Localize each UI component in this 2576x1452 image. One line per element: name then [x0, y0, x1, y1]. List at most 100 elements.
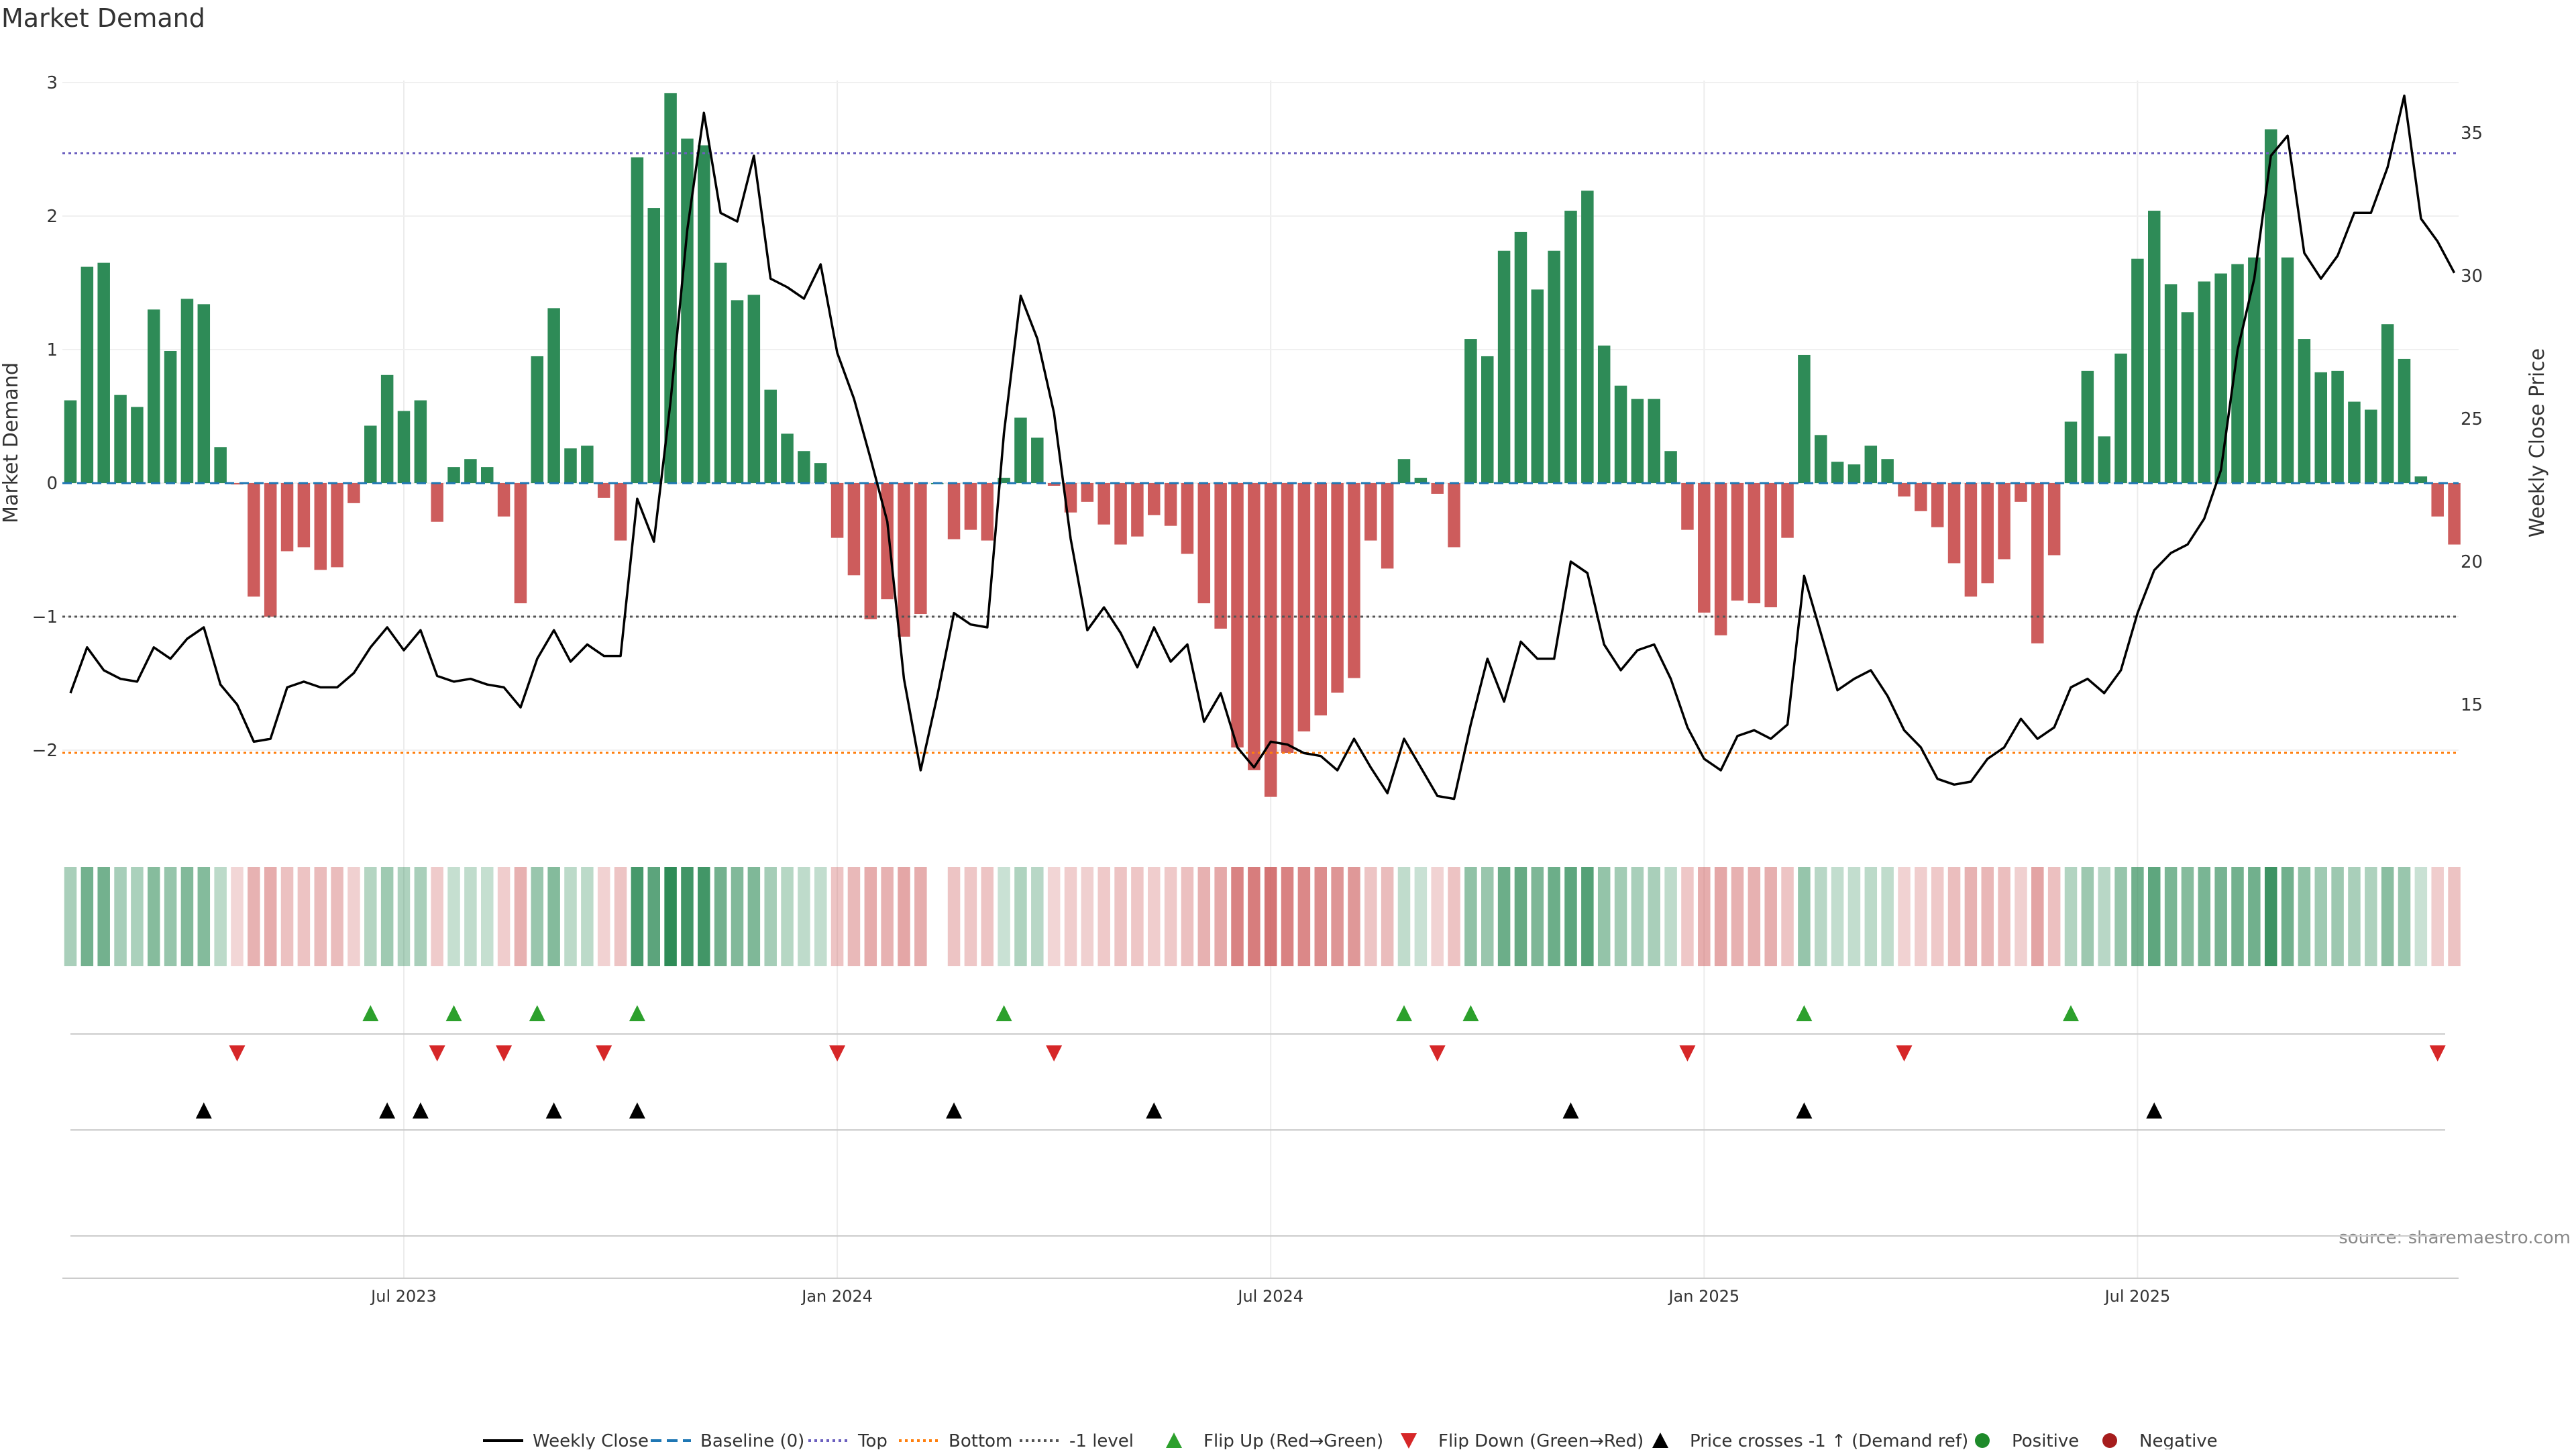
demand-bar [1815, 435, 1827, 483]
heat-strip-cell [114, 867, 127, 966]
heat-strip-cell [1847, 867, 1861, 966]
price-cross-marker [1146, 1102, 1163, 1119]
demand-bar [830, 483, 844, 538]
demand-bar [1348, 483, 1360, 678]
price-cross-marker [946, 1102, 963, 1119]
demand-bar [231, 483, 244, 484]
demand-bar [1364, 483, 1377, 541]
demand-bar [1915, 483, 1927, 511]
y-tick-label-right: 25 [2461, 409, 2483, 429]
legend-label: Baseline (0) [700, 1431, 804, 1449]
heat-strip-cell [764, 867, 777, 966]
demand-bar [197, 304, 211, 483]
demand-bar [2231, 264, 2244, 483]
flip-up-marker [1396, 1005, 1412, 1021]
heat-strip-cell [331, 867, 343, 966]
demand-heat-strip [64, 867, 2461, 966]
heat-strip-cell [2414, 867, 2428, 966]
heat-strip-cell [2231, 867, 2244, 966]
heat-strip-cell [1564, 867, 1577, 966]
grid-lines [62, 81, 2459, 1278]
demand-bar [547, 308, 560, 483]
demand-bar [264, 483, 277, 617]
demand-bar [1464, 339, 1477, 483]
heat-strip-cell [1448, 867, 1460, 966]
heat-strip-cell [1164, 867, 1177, 966]
heat-strip-cell [2081, 867, 2094, 966]
flip-up-marker [1796, 1005, 1813, 1021]
flip-down-marker [496, 1045, 513, 1061]
price-cross-marker [545, 1102, 562, 1119]
heat-strip-cell [264, 867, 277, 966]
demand-bar [1414, 478, 1428, 483]
demand-bar [914, 483, 927, 615]
legend-label: Price crosses -1 ↑ (Demand ref) [1690, 1431, 1968, 1449]
demand-bar [97, 262, 110, 483]
demand-bar [2198, 281, 2211, 483]
heat-strip-cell [1031, 867, 1044, 966]
heat-strip-cell [1597, 867, 1611, 966]
heat-strip-cell [1964, 867, 1978, 966]
demand-bar [864, 483, 877, 619]
heat-strip-cell [231, 867, 244, 966]
x-tick-label: Jul 2024 [1236, 1287, 1303, 1306]
heat-strip-cell [397, 867, 411, 966]
demand-bar [2164, 284, 2178, 483]
heat-strip-cell [1931, 867, 1944, 966]
demand-bar [2331, 370, 2344, 483]
heat-strip-cell [1197, 867, 1211, 966]
heat-strip-cell [1781, 867, 1794, 966]
price-cross-marker [195, 1102, 212, 1119]
y-tick-label-left: 0 [46, 474, 58, 494]
heat-strip-cell [1648, 867, 1660, 966]
demand-bar [464, 459, 477, 483]
demand-bar [2148, 211, 2161, 483]
heat-strip-cell [531, 867, 544, 966]
demand-bar [2365, 409, 2377, 483]
demand-bar [481, 467, 494, 483]
demand-bar [1648, 399, 1660, 483]
demand-bar [1748, 483, 1761, 604]
demand-bar [1014, 417, 1027, 483]
demand-bar [1781, 483, 1794, 538]
demand-bar [1064, 483, 1077, 513]
demand-bar [2047, 483, 2061, 556]
demand-bar [2181, 312, 2194, 483]
price-cross-marker [629, 1102, 645, 1119]
heat-strip-cell [1231, 867, 1244, 966]
flip-up-marker [996, 1005, 1012, 1021]
price-line [69, 94, 2456, 800]
y-tick-label-right: 35 [2461, 123, 2483, 144]
heat-strip-cell [2264, 867, 2277, 966]
flip-down-marker [1679, 1045, 1696, 1061]
demand-bar [1831, 462, 1844, 483]
demand-bar [447, 467, 460, 483]
flip-up-marker [445, 1005, 462, 1021]
demand-bar [1614, 385, 1627, 483]
heat-strip-cell [1248, 867, 1260, 966]
heat-strip-cell [1614, 867, 1627, 966]
demand-bar [1548, 250, 1560, 483]
demand-bar [331, 483, 343, 568]
heat-strip-cell [1915, 867, 1927, 966]
heat-strip-cell [1831, 867, 1844, 966]
heat-strip-cell [2164, 867, 2178, 966]
flip-up-marker [1462, 1005, 1479, 1021]
heat-strip-cell [2281, 867, 2294, 966]
heat-strip-cell [1714, 867, 1727, 966]
heat-strip-cell [214, 867, 227, 966]
demand-bar [2414, 476, 2428, 483]
demand-bar [297, 483, 311, 548]
heat-strip-cell [1064, 867, 1077, 966]
demand-bar [2448, 483, 2461, 545]
heat-strip-cell [998, 867, 1010, 966]
heat-strip-cell [314, 867, 327, 966]
demand-bar [664, 93, 677, 484]
demand-bar [998, 478, 1010, 483]
heat-strip-cell [148, 867, 160, 966]
heat-strip-cell [614, 867, 627, 966]
demand-bar [681, 138, 694, 483]
heat-strip-cell [464, 867, 477, 966]
demand-bar [2298, 339, 2311, 483]
